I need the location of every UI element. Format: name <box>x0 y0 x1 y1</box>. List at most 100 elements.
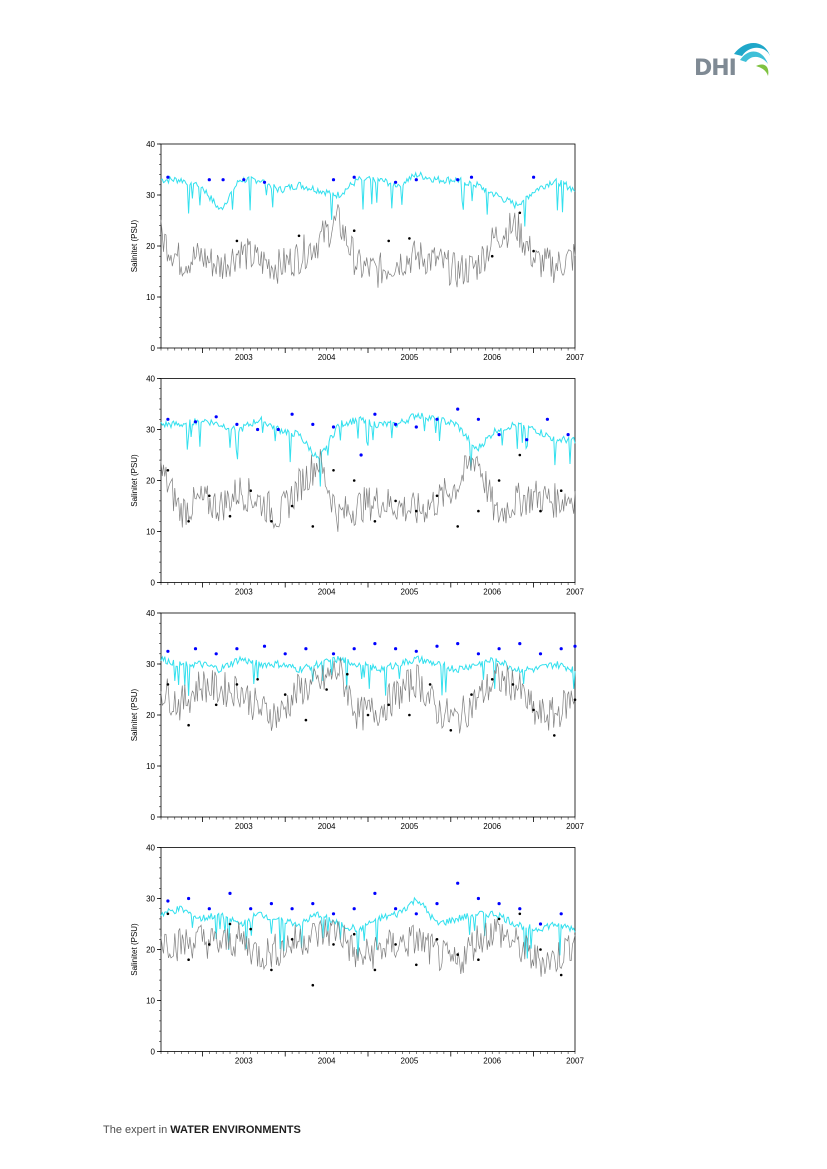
measured-bottom-point <box>490 254 494 258</box>
y-tick-label: 0 <box>151 344 156 353</box>
measured-surface-point <box>352 175 356 179</box>
measured-surface-point <box>166 899 170 903</box>
measured-bottom-point <box>532 708 535 712</box>
x-tick-label: 2005 <box>401 1057 419 1066</box>
y-axis-label: Salinitet (PSU) <box>130 923 139 976</box>
measured-surface-point <box>545 417 549 421</box>
dhi-wave-icon <box>734 43 770 76</box>
measured-bottom-point <box>415 963 418 967</box>
y-tick-label: 20 <box>146 477 155 486</box>
measured-surface-point <box>373 642 377 646</box>
measured-surface-point <box>566 433 570 437</box>
y-tick-label: 30 <box>146 895 155 904</box>
model-surface-line <box>160 412 576 487</box>
footer-emphasis: WATER ENVIRONMENTS <box>170 1124 301 1136</box>
measured-bottom-point <box>373 968 377 972</box>
measured-bottom-point <box>352 229 356 232</box>
measured-bottom-point <box>166 912 170 916</box>
salinity-charts: 0 10 20 30 40 Salinitet (PSU) 2003 2004 2005 2006… <box>130 140 584 1066</box>
measured-surface-point <box>359 453 363 457</box>
x-tick-label: 2006 <box>483 353 501 362</box>
x-tick-label: 2006 <box>483 822 501 831</box>
dhi-logo: DHI <box>694 36 774 84</box>
measured-bottom-point <box>235 239 239 243</box>
model-bottom-line <box>160 449 576 532</box>
y-tick-label: 10 <box>146 528 155 537</box>
measured-bottom-point <box>559 973 563 977</box>
measured-bottom-point <box>311 525 315 528</box>
y-tick-label: 0 <box>151 579 156 588</box>
model-surface-line <box>160 896 576 960</box>
measured-surface-point <box>456 178 460 182</box>
measured-surface-point <box>435 902 439 906</box>
measured-bottom-point <box>332 943 335 946</box>
measured-bottom-point <box>290 938 294 941</box>
measured-bottom-point <box>166 683 170 686</box>
measured-bottom-point <box>166 469 170 472</box>
measured-bottom-point <box>332 469 335 472</box>
measured-surface-point <box>290 412 294 416</box>
measured-surface-point <box>373 891 377 895</box>
measured-bottom-point <box>415 509 418 513</box>
y-tick-label: 10 <box>146 762 155 771</box>
measured-bottom-point <box>511 683 515 686</box>
measured-bottom-point <box>297 234 301 238</box>
measured-bottom-point <box>428 683 432 686</box>
y-tick-label: 40 <box>146 375 155 384</box>
plot-frame <box>160 143 576 349</box>
measured-surface-point <box>435 644 439 648</box>
measured-surface-point <box>166 175 170 179</box>
y-axis-label: Salinitet (PSU) <box>130 454 139 507</box>
measured-bottom-point <box>518 912 522 916</box>
measured-surface-point <box>235 422 239 426</box>
measured-surface-point <box>394 180 398 184</box>
measured-surface-point <box>497 647 501 651</box>
footer-tagline: The expert in WATER ENVIRONMENTS <box>103 1124 301 1136</box>
measured-surface-point <box>518 642 522 646</box>
measured-bottom-point <box>435 938 439 941</box>
measured-surface-point <box>221 178 225 182</box>
measured-bottom-point <box>387 239 391 243</box>
measured-surface-point <box>559 912 563 916</box>
plot-frame <box>160 378 576 583</box>
measured-surface-point <box>352 647 356 651</box>
chart-panel-4: 0 10 20 30 40 Salinitet (PSU) 2003 2004 2005 2006… <box>130 844 584 1066</box>
measured-bottom-point <box>373 520 377 523</box>
model-bottom-line <box>160 918 576 977</box>
x-tick-label: 2004 <box>318 588 336 597</box>
measured-surface-point <box>262 644 267 648</box>
measured-surface-point <box>352 907 356 911</box>
measured-surface-point <box>456 881 460 885</box>
measured-bottom-point <box>394 943 397 946</box>
measured-bottom-point <box>394 499 397 503</box>
chart-panel-1: 0 10 20 30 40 Salinitet (PSU) 2003 2004 2005 2006… <box>130 140 584 362</box>
measured-bottom-point <box>518 211 522 215</box>
measured-surface-point <box>476 417 480 421</box>
measured-bottom-point <box>311 983 315 987</box>
measured-surface-point <box>193 420 198 424</box>
x-tick-label: 2003 <box>235 353 253 362</box>
measured-bottom-point <box>435 494 439 498</box>
x-tick-label: 2007 <box>566 822 584 831</box>
measured-surface-point <box>414 425 418 429</box>
measured-surface-point <box>497 902 501 906</box>
measured-surface-point <box>276 427 280 432</box>
measured-surface-point <box>476 652 480 656</box>
measured-surface-point <box>193 647 198 651</box>
measured-bottom-point <box>325 688 328 691</box>
measured-bottom-point <box>539 948 542 951</box>
y-tick-label: 10 <box>146 997 155 1006</box>
measured-bottom-point <box>497 917 501 921</box>
x-tick-label: 2003 <box>235 1057 253 1066</box>
measured-surface-point <box>331 425 336 429</box>
x-tick-label: 2005 <box>401 588 419 597</box>
measured-surface-point <box>414 178 418 182</box>
y-axis-label: Salinitet (PSU) <box>130 688 139 741</box>
model-bottom-line <box>160 204 576 288</box>
y-tick-label: 20 <box>146 946 155 955</box>
measured-bottom-point <box>352 479 356 482</box>
x-tick-label: 2006 <box>483 588 501 597</box>
measured-bottom-point <box>408 713 411 717</box>
measured-bottom-point <box>366 713 370 717</box>
measured-bottom-point <box>270 968 273 972</box>
